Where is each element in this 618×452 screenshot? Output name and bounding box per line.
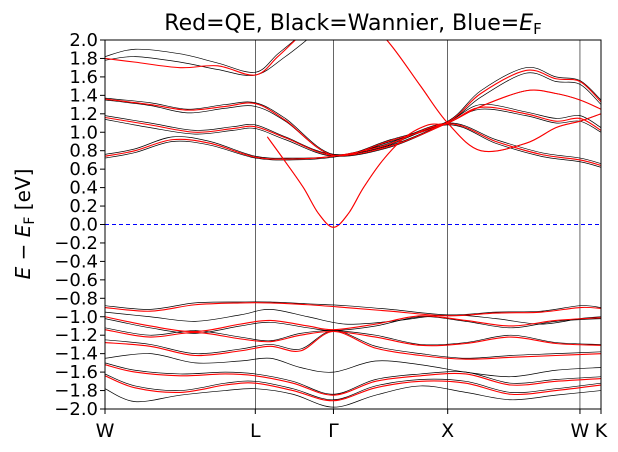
qe-band-line: [105, 40, 297, 76]
wannier-band-line: [105, 66, 601, 156]
wannier-band-line: [105, 362, 601, 395]
y-tick-label: 0.0: [69, 215, 98, 236]
y-tick-label: 1.4: [69, 85, 98, 106]
chart-title-main: Red=QE, Black=Wannier, Blue=: [164, 11, 519, 36]
y-tick-label: −0.2: [54, 233, 98, 254]
chart-title: Red=QE, Black=Wannier, Blue=EF: [164, 11, 541, 38]
y-tick-label: 0.8: [69, 141, 98, 162]
band-lines: [105, 40, 601, 408]
y-axis-label: E − EF [eV]: [11, 169, 38, 280]
y-tick-label: 1.0: [69, 122, 98, 143]
y-tick-label: 1.8: [69, 48, 98, 69]
y-tick-label: 1.6: [69, 67, 98, 88]
qe-band-line: [105, 315, 601, 333]
qe-band-line: [105, 364, 601, 396]
plot-frame: [104, 39, 602, 410]
y-tick-label: −2.0: [54, 399, 98, 420]
x-tick-label: K: [595, 420, 608, 442]
y-tick-label: −0.6: [54, 270, 98, 291]
qe-band-line: [105, 106, 601, 157]
y-tick-label: 0.2: [69, 196, 98, 217]
wannier-band-line: [105, 124, 601, 168]
y-tick-label: −1.2: [54, 325, 98, 346]
wannier-band-line: [105, 40, 296, 73]
y-axis-label-unit: [eV]: [11, 169, 35, 217]
wannier-band-line: [105, 301, 601, 316]
wannier-band-line: [105, 373, 601, 401]
y-axis-ticks: −2.0−1.8−1.6−1.4−1.2−1.0−0.8−0.6−0.4−0.2…: [54, 30, 105, 420]
qe-band-line: [105, 302, 601, 317]
qe-band-line: [105, 123, 601, 166]
y-tick-label: −1.0: [54, 307, 98, 328]
y-axis-label-e1: E: [11, 266, 35, 279]
wannier-band-line: [105, 385, 601, 408]
qe-band-line: [105, 330, 601, 360]
qe-band-line: [386, 40, 601, 153]
y-tick-label: 1.2: [69, 104, 98, 125]
wannier-band-line: [105, 108, 601, 157]
qe-band-line: [266, 89, 601, 228]
x-tick-label: W: [571, 420, 590, 442]
y-tick-label: 0.6: [69, 159, 98, 180]
y-axis-label-sub: F: [22, 217, 38, 225]
wannier-band-line: [105, 353, 601, 378]
y-tick-label: −0.4: [54, 251, 98, 272]
x-tick-label: Γ: [328, 420, 339, 442]
wannier-band-line: [105, 40, 308, 76]
x-tick-label: L: [250, 420, 261, 442]
y-axis-label-minus: −: [11, 237, 35, 266]
chart-title-sub: F: [533, 20, 542, 38]
y-tick-label: −1.4: [54, 344, 98, 365]
wannier-band-line: [105, 309, 601, 325]
wannier-band-line: [105, 330, 601, 359]
qe-band-line: [105, 375, 601, 402]
y-tick-label: 2.0: [69, 30, 98, 51]
x-tick-label: X: [441, 420, 454, 442]
y-tick-label: 0.4: [69, 178, 98, 199]
chart-title-emph: E: [519, 11, 533, 36]
x-tick-label: W: [96, 420, 115, 442]
y-tick-label: −0.8: [54, 288, 98, 309]
y-tick-label: −1.6: [54, 362, 98, 383]
y-axis-label-e2: E: [11, 224, 35, 237]
y-tick-label: −1.8: [54, 381, 98, 402]
